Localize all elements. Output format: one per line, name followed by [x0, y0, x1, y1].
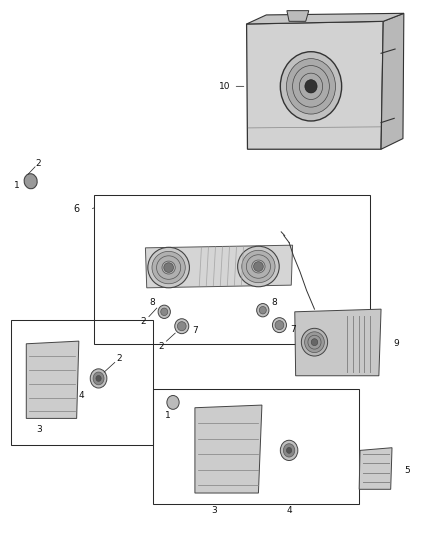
Text: 2: 2 — [159, 342, 164, 351]
Polygon shape — [359, 448, 392, 489]
Text: 3: 3 — [212, 506, 218, 514]
Ellipse shape — [246, 255, 271, 278]
Ellipse shape — [252, 260, 265, 273]
Ellipse shape — [158, 305, 170, 318]
Ellipse shape — [148, 247, 189, 288]
Ellipse shape — [272, 318, 286, 333]
Ellipse shape — [304, 332, 324, 353]
Ellipse shape — [280, 440, 298, 461]
Text: 1: 1 — [165, 411, 171, 420]
Ellipse shape — [299, 73, 323, 100]
Ellipse shape — [167, 395, 179, 409]
Ellipse shape — [24, 174, 37, 189]
Text: 3: 3 — [36, 425, 42, 433]
Text: 9: 9 — [393, 340, 399, 348]
Ellipse shape — [257, 304, 269, 317]
Text: 8: 8 — [271, 298, 277, 307]
Ellipse shape — [152, 252, 185, 284]
Ellipse shape — [254, 262, 263, 271]
Text: 2: 2 — [117, 354, 122, 362]
Text: 5: 5 — [404, 466, 410, 474]
Ellipse shape — [286, 59, 336, 114]
Text: 7: 7 — [192, 326, 198, 335]
Ellipse shape — [156, 256, 181, 279]
Polygon shape — [195, 405, 262, 493]
Text: 8: 8 — [149, 298, 155, 306]
Ellipse shape — [164, 263, 173, 272]
Ellipse shape — [242, 251, 275, 282]
Ellipse shape — [286, 448, 292, 453]
Ellipse shape — [175, 319, 189, 334]
Ellipse shape — [311, 339, 318, 345]
Text: 4: 4 — [78, 391, 84, 400]
Text: 2: 2 — [141, 318, 146, 326]
Ellipse shape — [96, 375, 101, 382]
Ellipse shape — [90, 369, 107, 388]
Ellipse shape — [293, 66, 329, 107]
Ellipse shape — [280, 52, 342, 121]
Text: 7: 7 — [290, 325, 297, 334]
Polygon shape — [287, 11, 309, 21]
Text: 6: 6 — [74, 205, 80, 214]
Ellipse shape — [162, 261, 175, 274]
Ellipse shape — [161, 308, 168, 316]
Text: 10: 10 — [219, 82, 231, 91]
Polygon shape — [381, 13, 404, 149]
Polygon shape — [247, 13, 404, 24]
Ellipse shape — [308, 335, 321, 349]
Text: 2: 2 — [36, 159, 41, 168]
Ellipse shape — [301, 328, 328, 356]
Ellipse shape — [177, 322, 186, 330]
Ellipse shape — [237, 246, 279, 287]
Ellipse shape — [93, 372, 104, 385]
Ellipse shape — [283, 443, 295, 457]
Polygon shape — [295, 309, 381, 376]
Text: 1: 1 — [14, 181, 20, 190]
Text: 4: 4 — [286, 506, 292, 514]
Ellipse shape — [305, 80, 317, 93]
Ellipse shape — [259, 306, 266, 314]
Polygon shape — [145, 245, 293, 288]
Polygon shape — [26, 341, 79, 418]
Ellipse shape — [305, 79, 317, 93]
Polygon shape — [247, 21, 383, 149]
Ellipse shape — [275, 321, 284, 329]
